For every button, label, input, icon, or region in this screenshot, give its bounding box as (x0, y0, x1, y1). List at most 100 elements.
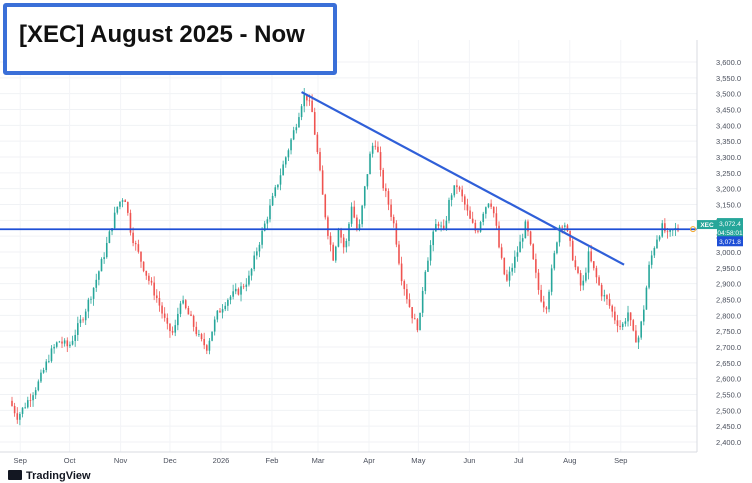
candle-body (592, 261, 595, 269)
candle-body (13, 405, 16, 414)
candle-body (221, 309, 224, 313)
candle-body (248, 275, 250, 285)
candle-body (292, 130, 295, 140)
candle-body (498, 225, 500, 248)
candle-body (327, 217, 329, 236)
candle-body (395, 223, 398, 245)
candle-body (71, 340, 74, 345)
candle-body (666, 231, 669, 233)
candle-body (348, 223, 350, 241)
candle-body (258, 244, 261, 252)
candle-body (521, 238, 524, 242)
candle-body (500, 247, 503, 258)
candle-body (427, 260, 429, 272)
x-tick-label: Oct (64, 456, 77, 465)
y-tick-label: 3,600.0 (716, 58, 741, 67)
candle-body (469, 210, 471, 219)
candle-body (608, 299, 611, 306)
candle-body (337, 230, 340, 247)
candle-body (658, 236, 661, 240)
candle-body (87, 299, 90, 312)
candle-body (271, 195, 274, 206)
candle-body (121, 200, 124, 202)
price-tags: XEC 3,072.4 04:58:01 3,071.8 (690, 218, 743, 247)
candle-body (250, 268, 253, 276)
candle-body (269, 205, 271, 220)
candle-body (153, 282, 155, 296)
candle-body (416, 319, 419, 331)
x-tick-label: Sep (14, 456, 27, 465)
candle-body (113, 212, 116, 229)
candle-body (587, 251, 590, 273)
candle-body (424, 271, 427, 291)
candle-body (345, 240, 348, 248)
symbol-tag-bg (697, 220, 717, 230)
candle-body (382, 169, 384, 189)
candle-body (653, 248, 656, 256)
candle-body (77, 323, 79, 335)
y-tick-label: 2,750.0 (716, 327, 741, 336)
candle-body (585, 272, 587, 281)
candle-body (58, 341, 61, 343)
candle-body (358, 224, 361, 230)
candle-body (98, 271, 100, 280)
candle-body (342, 237, 345, 248)
candle-body (203, 339, 205, 346)
candle-body (242, 286, 245, 288)
candle-body (319, 152, 321, 171)
candle-body (34, 390, 37, 396)
candle-body (548, 291, 550, 310)
candle-body (437, 223, 440, 227)
candle-body (353, 206, 356, 218)
alert-marker-icon (690, 226, 696, 233)
y-tick-label: 2,800.0 (716, 311, 741, 320)
candle-body (406, 289, 408, 300)
candle-body (392, 216, 395, 224)
candle-body (24, 407, 26, 409)
time-axis: Sep Oct Nov Dec 2026 Feb Mar Apr May Jun Jul Aug Sep (0, 451, 697, 465)
symbol-tag: XEC (700, 222, 714, 229)
candle-body (379, 152, 382, 170)
candle-body (234, 288, 237, 292)
candles (11, 87, 679, 426)
tradingview-logo-icon (8, 470, 22, 480)
candle-body (453, 185, 456, 196)
y-tick-label: 2,950.0 (716, 264, 741, 273)
candle-body (374, 145, 377, 147)
candle-body (495, 213, 498, 226)
candle-body (474, 222, 477, 231)
candle-body (261, 230, 263, 245)
candle-body (213, 319, 216, 332)
candle-body (177, 313, 179, 326)
y-tick-label: 2,700.0 (716, 343, 741, 352)
candle-body (471, 218, 474, 223)
candle-body (511, 267, 513, 272)
candle-body (600, 284, 603, 297)
candle-body (277, 184, 279, 188)
candle-body (332, 244, 334, 261)
candle-body (227, 299, 229, 306)
candle-body (300, 106, 303, 118)
candle-body (208, 340, 211, 351)
candle-body (129, 212, 132, 233)
candle-body (158, 298, 161, 306)
candle-body (503, 257, 506, 275)
y-tick-label: 2,600.0 (716, 375, 741, 384)
candle-body (174, 325, 177, 333)
y-tick-label: 3,300.0 (716, 153, 741, 162)
x-tick-label: Sep (614, 456, 627, 465)
candle-body (363, 186, 366, 206)
candle-body (116, 206, 119, 213)
candle-body (16, 413, 19, 420)
candle-body (26, 400, 29, 408)
candle-body (577, 267, 579, 273)
x-tick-label: Jul (514, 456, 524, 465)
candle-body (603, 295, 606, 297)
candle-body (645, 287, 648, 310)
last-price-tag-bg (717, 218, 743, 239)
candle-body (206, 345, 208, 351)
candle-body (40, 372, 42, 382)
candle-body (29, 400, 32, 401)
candle-body (132, 232, 134, 244)
y-tick-label: 2,850.0 (716, 296, 741, 305)
